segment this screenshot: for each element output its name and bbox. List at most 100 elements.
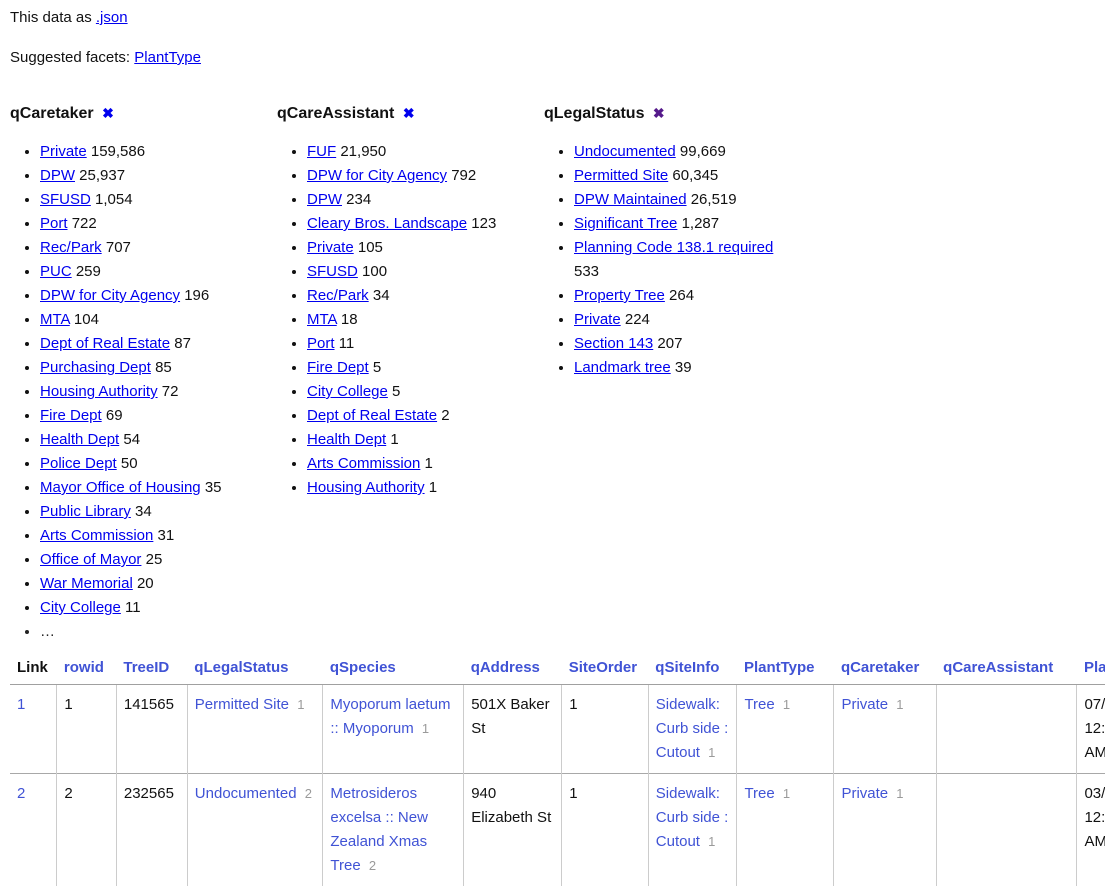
facet-value-link[interactable]: DPW for City Agency (307, 167, 447, 184)
facet-remove-icon[interactable]: ✖ (102, 105, 114, 121)
facet-value-link[interactable]: Mayor Office of Housing (40, 479, 201, 496)
facet-value-link[interactable]: DPW (40, 167, 75, 184)
facet-value-link[interactable]: DPW Maintained (574, 191, 687, 208)
fk-label-link[interactable]: Tree (744, 785, 774, 802)
facet-value-link[interactable]: Arts Commission (40, 527, 153, 544)
facet-value-link[interactable]: Fire Dept (307, 359, 369, 376)
suggested-facet-link-planttype[interactable]: PlantType (134, 49, 201, 66)
facet-value-link[interactable]: Rec/Park (307, 287, 369, 304)
column-header-TreeID[interactable]: TreeID (116, 656, 187, 685)
facet-value-link[interactable]: City College (40, 599, 121, 616)
facet-value-link[interactable]: Public Library (40, 503, 131, 520)
column-header-qSpecies[interactable]: qSpecies (323, 656, 464, 685)
facet-value-link[interactable]: Significant Tree (574, 215, 677, 232)
facet-remove-icon[interactable]: ✖ (403, 105, 415, 121)
facet-value-link[interactable]: Cleary Bros. Landscape (307, 215, 467, 232)
fk-label-link[interactable]: Private (841, 785, 888, 802)
row-detail-link[interactable]: 1 (17, 696, 25, 713)
facet-value-link[interactable]: City College (307, 383, 388, 400)
facet-value-link[interactable]: MTA (307, 311, 337, 328)
facet-value-link[interactable]: Health Dept (40, 431, 119, 448)
column-sort-link[interactable]: qLegalStatus (194, 659, 288, 676)
facet-value-link[interactable]: Housing Authority (307, 479, 425, 496)
fk-label-link[interactable]: Undocumented (195, 785, 297, 802)
facet-value-link[interactable]: Landmark tree (574, 359, 671, 376)
facet-value-link[interactable]: Private (307, 239, 354, 256)
column-sort-link[interactable]: qCaretaker (841, 659, 919, 676)
facet-value-link[interactable]: SFUSD (40, 191, 91, 208)
facet-value-link[interactable]: DPW (307, 191, 342, 208)
fk-label-link[interactable]: Sidewalk: Curb side : Cutout (656, 785, 729, 850)
column-header-rowid[interactable]: rowid (57, 656, 116, 685)
column-header-qCareAssistant[interactable]: qCareAssistant (936, 656, 1077, 685)
facet-value-link[interactable]: DPW for City Agency (40, 287, 180, 304)
facet-value-count: 1,054 (95, 191, 133, 208)
facet-value-link[interactable]: Planning Code 138.1 required (574, 239, 773, 256)
fk-label-link[interactable]: Tree (744, 696, 774, 713)
cell-rowid: 1 (57, 685, 116, 774)
cell-Link: 1 (10, 685, 57, 774)
column-header-qLegalStatus[interactable]: qLegalStatus (187, 656, 323, 685)
column-header-PlantDate[interactable]: PlantDate (1077, 656, 1105, 685)
facet-value-link[interactable]: SFUSD (307, 263, 358, 280)
fk-raw-id: 2 (369, 858, 376, 873)
facet-value-link[interactable]: Health Dept (307, 431, 386, 448)
column-sort-link[interactable]: PlantDate (1084, 659, 1105, 676)
row-detail-link[interactable]: 2 (17, 785, 25, 802)
fk-label-link[interactable]: Private (841, 696, 888, 713)
column-sort-link[interactable]: PlantType (744, 659, 815, 676)
fk-label-link[interactable]: Sidewalk: Curb side : Cutout (656, 696, 729, 761)
facet-value-link[interactable]: Arts Commission (307, 455, 420, 472)
facet-remove-icon[interactable]: ✖ (653, 105, 665, 121)
column-sort-link[interactable]: qSpecies (330, 659, 396, 676)
facet-value-link[interactable]: Rec/Park (40, 239, 102, 256)
facet-value-link[interactable]: Police Dept (40, 455, 117, 472)
facet-value-link[interactable]: Section 143 (574, 335, 653, 352)
facet-value-link[interactable]: Private (40, 143, 87, 160)
fk-label-link[interactable]: Myoporum laetum :: Myoporum (330, 696, 450, 737)
column-header-PlantType[interactable]: PlantType (737, 656, 834, 685)
facet-value-item: MTA 104 (40, 308, 260, 332)
column-sort-link[interactable]: qCareAssistant (943, 659, 1053, 676)
facet-value-link[interactable]: Port (307, 335, 335, 352)
column-sort-link[interactable]: qSiteInfo (655, 659, 719, 676)
column-sort-link[interactable]: TreeID (123, 659, 169, 676)
facet-value-count: 707 (106, 239, 131, 256)
cell-qSiteInfo: Sidewalk: Curb side : Cutout 1 (648, 774, 737, 886)
column-sort-link[interactable]: SiteOrder (569, 659, 637, 676)
column-header-SiteOrder[interactable]: SiteOrder (562, 656, 649, 685)
column-sort-link[interactable]: qAddress (471, 659, 540, 676)
column-header-qSiteInfo[interactable]: qSiteInfo (648, 656, 737, 685)
facet-value-count: 99,669 (680, 143, 726, 160)
column-header-qAddress[interactable]: qAddress (464, 656, 562, 685)
facet-value-count: 18 (341, 311, 358, 328)
json-export-link[interactable]: .json (96, 9, 128, 26)
facet-value-link[interactable]: Dept of Real Estate (307, 407, 437, 424)
facet-value-count: 2 (441, 407, 449, 424)
facet-value-count: 207 (657, 335, 682, 352)
facet-value-link[interactable]: Fire Dept (40, 407, 102, 424)
facet-value-item: DPW for City Agency 196 (40, 284, 260, 308)
facet-value-item: DPW 234 (307, 188, 527, 212)
facet-value-link[interactable]: Property Tree (574, 287, 665, 304)
facet-value-link[interactable]: Permitted Site (574, 167, 668, 184)
facet-value-item: Dept of Real Estate 87 (40, 332, 260, 356)
facet-value-link[interactable]: Housing Authority (40, 383, 158, 400)
facet-value-item: DPW Maintained 26,519 (574, 188, 794, 212)
facet-value-link[interactable]: PUC (40, 263, 72, 280)
facet-value-count: 224 (625, 311, 650, 328)
facet-value-link[interactable]: Purchasing Dept (40, 359, 151, 376)
facet-value-link[interactable]: Dept of Real Estate (40, 335, 170, 352)
facet-value-count: 25 (146, 551, 163, 568)
facet-value-link[interactable]: Undocumented (574, 143, 676, 160)
column-header-qCaretaker[interactable]: qCaretaker (834, 656, 936, 685)
facet-value-link[interactable]: Private (574, 311, 621, 328)
facet-value-link[interactable]: MTA (40, 311, 70, 328)
column-sort-link[interactable]: rowid (64, 659, 104, 676)
facet-value-link[interactable]: War Memorial (40, 575, 133, 592)
facet-value-link[interactable]: Office of Mayor (40, 551, 141, 568)
fk-label-link[interactable]: Permitted Site (195, 696, 289, 713)
facet-value-link[interactable]: FUF (307, 143, 336, 160)
facet-value-link[interactable]: Port (40, 215, 68, 232)
fk-label-link[interactable]: Metrosideros excelsa :: New Zealand Xmas… (330, 785, 428, 874)
